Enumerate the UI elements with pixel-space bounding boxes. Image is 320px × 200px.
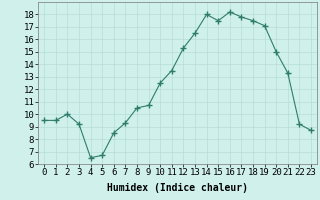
X-axis label: Humidex (Indice chaleur): Humidex (Indice chaleur): [107, 183, 248, 193]
